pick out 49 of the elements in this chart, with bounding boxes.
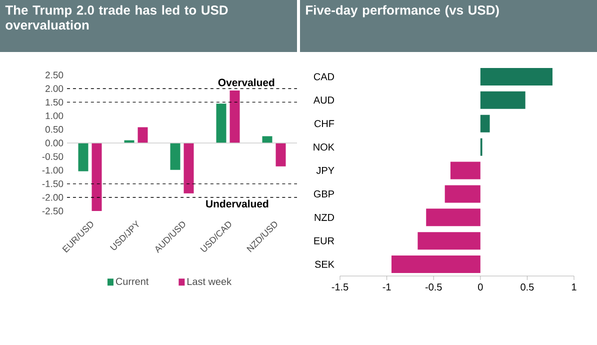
- annotation: Overvalued: [218, 78, 274, 86]
- bar: [78, 143, 88, 172]
- x-tick-label: 1: [572, 284, 576, 290]
- legend-label: Current: [116, 278, 149, 285]
- bar: [92, 143, 102, 211]
- chart-title: Five-day performance (vs USD): [306, 5, 499, 18]
- x-tick-label: 0.5: [520, 284, 534, 291]
- bar: [444, 185, 480, 203]
- bar: [262, 136, 272, 143]
- y-tick-label: JPY: [316, 167, 334, 174]
- bar: [216, 104, 226, 143]
- y-tick-label: CHF: [314, 120, 334, 128]
- bar: [480, 114, 490, 132]
- chart-title: The Trump 2.0 trade has led to USD overvaluation: [5, 5, 228, 30]
- y-tick-label: NZD: [314, 214, 334, 221]
- y-tick-label: 1.00: [46, 112, 64, 120]
- bar: [426, 208, 480, 226]
- bar: [418, 232, 480, 250]
- bar: [276, 143, 286, 166]
- x-tick-label: -0.5: [425, 284, 442, 291]
- bar: [480, 68, 552, 86]
- bar: [450, 162, 480, 180]
- bar: [230, 90, 240, 143]
- y-tick-label: -2.50: [42, 208, 64, 214]
- y-tick-label: GBP: [314, 190, 334, 198]
- x-tick-label: -1: [382, 284, 391, 290]
- y-tick-label: 2.50: [46, 72, 64, 78]
- bar: [138, 127, 148, 143]
- y-tick-label: -0.50: [42, 153, 64, 160]
- y-tick-label: 0.00: [45, 140, 64, 146]
- bar: [480, 91, 526, 109]
- y-tick-label: 0.50: [45, 126, 64, 133]
- y-tick-label: CAD: [314, 73, 334, 80]
- bar: [184, 143, 194, 194]
- annotation: Undervalued: [206, 200, 268, 208]
- y-tick-label: -1.50: [42, 180, 64, 188]
- y-tick-label: AUD: [313, 96, 334, 104]
- bar: [170, 143, 180, 170]
- y-tick-label: -2.00: [42, 194, 64, 201]
- y-tick-label: 2.00: [46, 85, 64, 92]
- x-tick-label: 0: [478, 284, 483, 291]
- x-tick-label: -1.5: [332, 284, 348, 290]
- y-tick-label: SEK: [315, 260, 334, 268]
- bar: [391, 256, 480, 274]
- y-tick-label: NOK: [314, 144, 334, 151]
- y-tick-label: -1.00: [42, 166, 64, 174]
- y-tick-label: 1.50: [46, 98, 64, 106]
- legend-label: Last week: [187, 278, 232, 286]
- y-tick-label: EUR: [314, 237, 334, 244]
